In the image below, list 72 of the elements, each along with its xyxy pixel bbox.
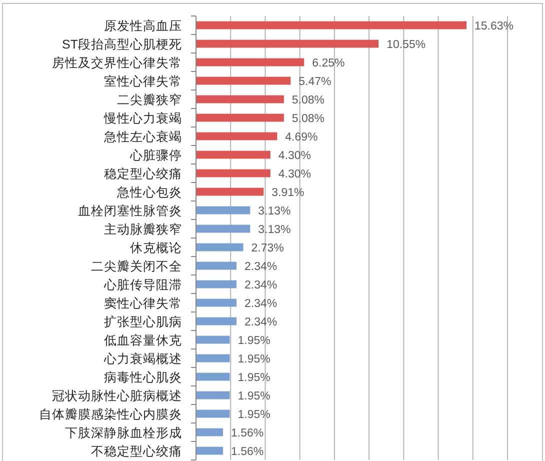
bar (196, 206, 250, 214)
bar (196, 262, 236, 270)
y-tick-label: 冠状动脉性心脏病概述 (52, 388, 182, 403)
y-tick-label: 原发性高血压 (104, 18, 182, 33)
y-tick-label: 心脏传导阻滞 (103, 276, 182, 292)
bar (196, 298, 236, 307)
data-label: 10.55% (386, 38, 426, 51)
bar (196, 317, 236, 326)
y-tick-label: 急性左心衰竭 (103, 128, 182, 144)
data-label: 1.95% (238, 353, 270, 366)
bar (196, 76, 291, 85)
data-label: 2.34% (244, 298, 278, 310)
bar (196, 95, 284, 104)
y-tick-label: 下肢深静脉血栓形成 (65, 426, 182, 440)
data-label: 3.13% (258, 224, 291, 236)
bar (196, 132, 278, 140)
y-tick-label: 心力衰竭概述 (103, 350, 182, 366)
y-tick-label: 血栓闭塞性脉管炎 (78, 202, 182, 218)
data-label: 2.34% (244, 316, 278, 328)
y-tick-label: 低血容量休克 (104, 332, 182, 348)
bar (196, 21, 466, 30)
data-label: 1.56% (230, 446, 264, 458)
y-tick-label: 稳定型心绞痛 (104, 166, 182, 181)
y-tick-label: 急性心包炎 (116, 184, 182, 200)
data-label: 2.73% (251, 242, 284, 254)
bar (196, 391, 230, 400)
y-tick-label: 不稳定型心绞痛 (91, 443, 182, 458)
data-label: 5.47% (298, 76, 332, 88)
bar (196, 224, 250, 233)
data-label: 4.30% (278, 168, 312, 180)
data-label: 2.34% (244, 279, 278, 292)
bar (196, 114, 284, 122)
data-label: 4.69% (285, 131, 318, 144)
y-tick-label: 窦性心律失常 (104, 295, 182, 310)
bar (196, 169, 270, 178)
bar (196, 58, 304, 66)
data-label: 3.91% (272, 186, 304, 199)
bar (196, 446, 223, 455)
data-label: 5.08% (292, 94, 325, 106)
bar (196, 336, 230, 344)
y-tick-label: 二尖瓣狭窄 (117, 92, 182, 107)
y-tick-label: 病毒性心肌炎 (104, 369, 182, 384)
y-tick-label: 室性心律失常 (104, 73, 182, 88)
bar (196, 410, 230, 418)
data-label: 1.95% (238, 390, 270, 402)
bar (196, 280, 236, 288)
bar (196, 188, 264, 196)
bar (196, 354, 230, 362)
bar (196, 40, 379, 48)
data-label: 2.34% (244, 260, 278, 273)
data-label: 3.13% (258, 205, 291, 218)
y-tick-label: 自体瓣膜感染性心内膜炎 (39, 406, 182, 422)
data-label: 1.95% (238, 372, 270, 384)
y-tick-label: ST段抬高型心肌梗死 (62, 36, 182, 52)
y-tick-label: 二尖瓣关闭不全 (91, 258, 182, 274)
y-tick-label: 房性及交界性心律失常 (52, 54, 182, 70)
y-tick-label: 扩张型心肌病 (104, 314, 182, 329)
bar (196, 243, 244, 252)
data-label: 1.95% (238, 334, 270, 347)
data-label: 6.25% (312, 57, 345, 70)
bar (196, 150, 270, 159)
bar (196, 372, 230, 381)
y-tick-label: 心脏骤停 (129, 147, 182, 162)
data-label: 15.63% (474, 20, 514, 32)
y-tick-label: 休克概论 (130, 240, 182, 255)
data-label: 1.95% (238, 408, 270, 421)
data-label: 4.30% (278, 150, 312, 162)
data-label: 1.56% (230, 427, 264, 440)
data-label: 5.08% (292, 112, 325, 125)
y-tick-label: 慢性心力衰竭 (103, 110, 182, 126)
y-tick-label: 主动脉瓣狭窄 (104, 221, 182, 236)
bar (196, 428, 223, 436)
